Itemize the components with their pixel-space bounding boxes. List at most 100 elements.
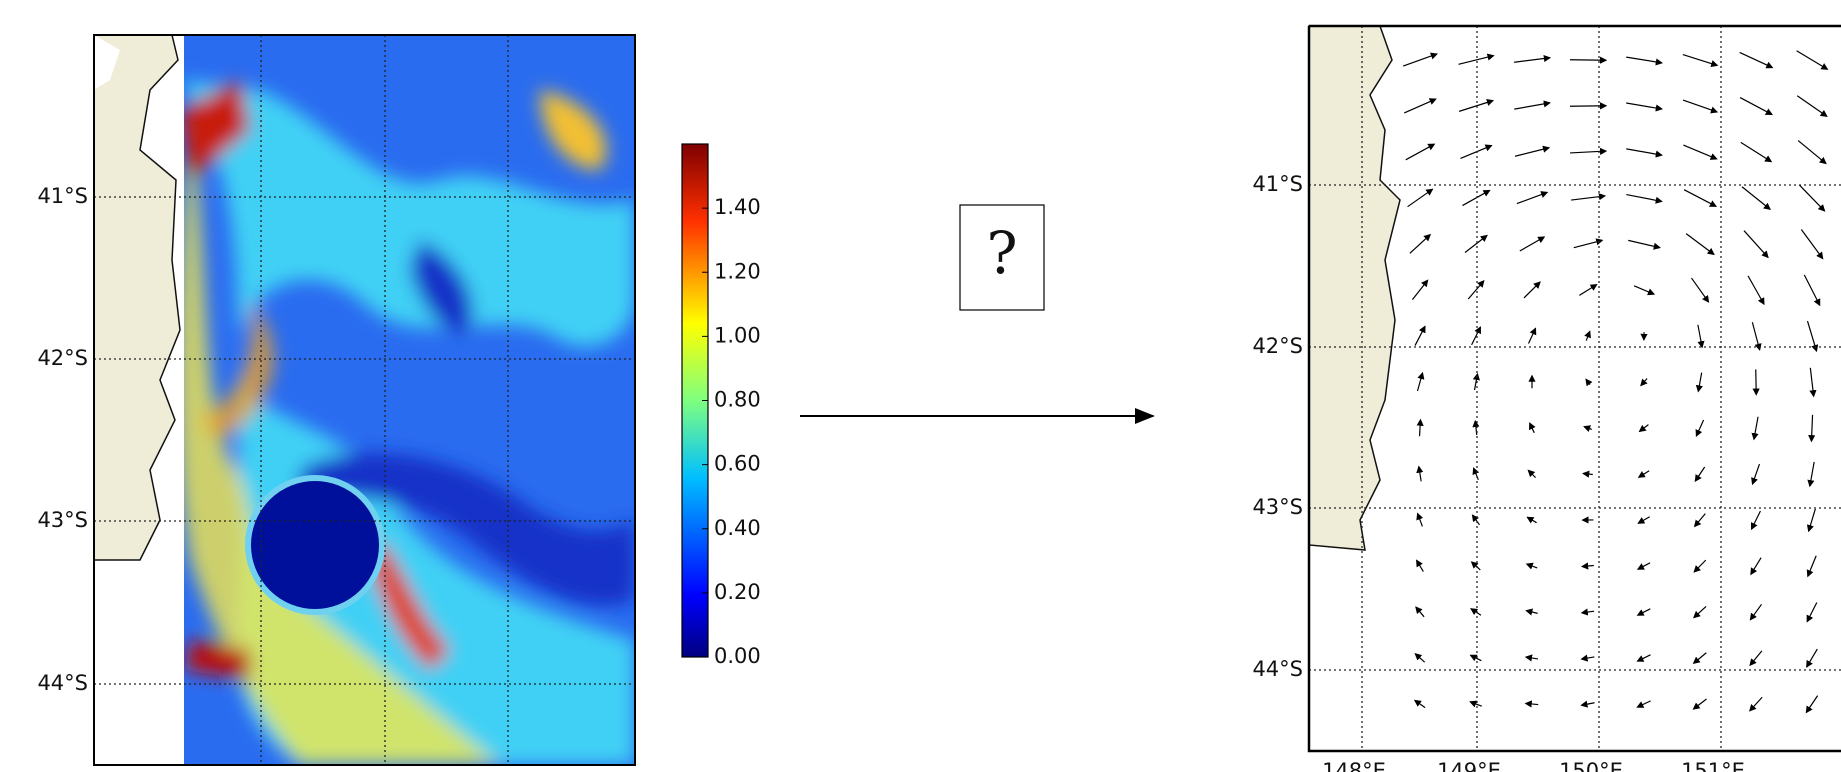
- quiver-arrow: [1750, 651, 1762, 665]
- quiver-arrow: [1418, 514, 1423, 527]
- quiver-arrow: [1514, 58, 1550, 62]
- quiver-arrow: [1744, 231, 1768, 258]
- quiver-arrow: [1472, 562, 1481, 570]
- quiver-arrow: [1528, 470, 1535, 477]
- quiver-arrow: [1574, 240, 1602, 247]
- quiver-arrow: [1410, 235, 1430, 254]
- quiver-arrow: [1694, 560, 1706, 572]
- lon-label: 149°E: [1437, 759, 1501, 772]
- quiver-arrow: [1530, 423, 1535, 433]
- quiver-arrow: [1472, 327, 1481, 345]
- lat-label: 44°S: [1252, 657, 1303, 681]
- quiver-arrow: [1404, 99, 1435, 113]
- quiver-arrow: [1586, 331, 1590, 340]
- quiver-arrow: [1583, 473, 1593, 474]
- quiver-arrow: [1408, 189, 1433, 206]
- quiver-arrow: [1470, 702, 1481, 706]
- quiver-arrow: [1465, 235, 1487, 252]
- quiver-arrow: [1524, 282, 1540, 298]
- quiver-arrow: [1417, 373, 1422, 391]
- quiver-arrow: [1419, 467, 1421, 482]
- quiver-arrow: [1799, 185, 1824, 211]
- quiver-arrow: [1412, 280, 1427, 299]
- quiver-arrow: [1742, 187, 1770, 210]
- quiver-arrow: [1683, 55, 1717, 66]
- quiver-arrow: [1416, 607, 1424, 617]
- lon-label: 151°E: [1681, 759, 1745, 772]
- quiver-arrow: [1581, 703, 1594, 706]
- quiver-arrow: [1740, 98, 1772, 115]
- quiver-arrow: [1638, 609, 1651, 615]
- quiver-arrow: [1639, 471, 1649, 478]
- quiver-arrow: [1695, 514, 1706, 527]
- quiver-arrow: [1415, 654, 1424, 662]
- quiver-arrow: [1810, 368, 1813, 396]
- quiver-arrow: [1638, 517, 1649, 523]
- quiver-arrow: [1403, 54, 1437, 66]
- quiver-arrow: [1752, 511, 1761, 529]
- quiver-arrow: [1474, 468, 1479, 480]
- quiver-arrow: [1582, 657, 1595, 659]
- quiver-arrow: [1626, 149, 1661, 155]
- quiver-arrow: [1526, 703, 1538, 704]
- quiver-arrow: [1460, 146, 1491, 159]
- quiver-arrow: [1626, 57, 1662, 63]
- quiver-arrow: [1811, 415, 1812, 441]
- quiver-arrow: [1696, 420, 1703, 436]
- quiver-arrow: [1753, 464, 1760, 484]
- lon-label: 150°E: [1559, 759, 1623, 772]
- figure: ? 41°S42°S43°S44°S1.401.201.000.800.600.…: [0, 0, 1841, 772]
- quiver-arrow: [1741, 142, 1771, 161]
- quiver-arrow: [1526, 657, 1538, 659]
- quiver-arrow: [1694, 653, 1707, 663]
- quiver-arrow: [1527, 517, 1536, 522]
- colorbar-label: 1.20: [714, 259, 761, 283]
- coastline: [1309, 26, 1400, 550]
- quiver-arrow: [1520, 237, 1544, 251]
- page: {"left_map":{"lat_labels":["41°S","42°S"…: [0, 0, 1841, 772]
- quiver: [1403, 51, 1827, 713]
- quiver-arrow: [1750, 697, 1762, 711]
- quiver-arrow: [1634, 286, 1654, 294]
- quiver-arrow: [1640, 425, 1649, 432]
- quiver-arrow: [1529, 328, 1536, 343]
- quiver-arrow: [1582, 566, 1594, 567]
- quiver-arrow: [1752, 322, 1759, 350]
- quiver-arrow: [1801, 230, 1822, 259]
- lat-label: 43°S: [37, 508, 88, 532]
- quiver-arrow: [1797, 51, 1828, 70]
- quiver-arrow: [1637, 701, 1650, 707]
- lat-label: 43°S: [1252, 495, 1303, 519]
- quiver-arrow: [1571, 196, 1605, 200]
- quiver-arrow: [1797, 96, 1827, 117]
- colorbar-label: 0.60: [714, 452, 761, 476]
- quiver-arrow: [1420, 420, 1421, 436]
- lon-label: 148°E: [1322, 759, 1386, 772]
- quiver-arrow: [1804, 275, 1819, 305]
- quiver-arrow: [1579, 285, 1596, 296]
- quiver-arrow: [1807, 649, 1818, 667]
- quiver-arrow: [1517, 192, 1547, 203]
- colorbar-label: 0.80: [714, 388, 761, 412]
- quiver-arrow: [1641, 379, 1647, 386]
- quiver-arrow: [1809, 509, 1816, 531]
- quiver-arrow: [1807, 602, 1817, 621]
- quiver-arrow: [1684, 190, 1716, 207]
- quiver-arrow: [1698, 325, 1702, 347]
- quiver-arrow: [1459, 56, 1494, 65]
- quiver-arrow: [1698, 373, 1701, 392]
- right-map-frame: [1309, 26, 1841, 751]
- colorbar-label: 0.40: [714, 516, 761, 540]
- quiver-arrow: [1515, 148, 1549, 157]
- quiver-arrow: [1748, 276, 1764, 304]
- quiver-arrow: [1806, 696, 1817, 713]
- question-mark: ?: [986, 219, 1017, 287]
- colorbar-label: 1.00: [714, 323, 761, 347]
- sst-image: [94, 35, 635, 765]
- quiver-arrow: [1693, 699, 1706, 709]
- quiver-arrow: [1754, 417, 1758, 439]
- colorbar-label: 0.00: [714, 644, 761, 668]
- colorbar-label: 0.20: [714, 580, 761, 604]
- quiver-arrow: [1459, 101, 1493, 112]
- quiver-arrow: [1751, 558, 1761, 575]
